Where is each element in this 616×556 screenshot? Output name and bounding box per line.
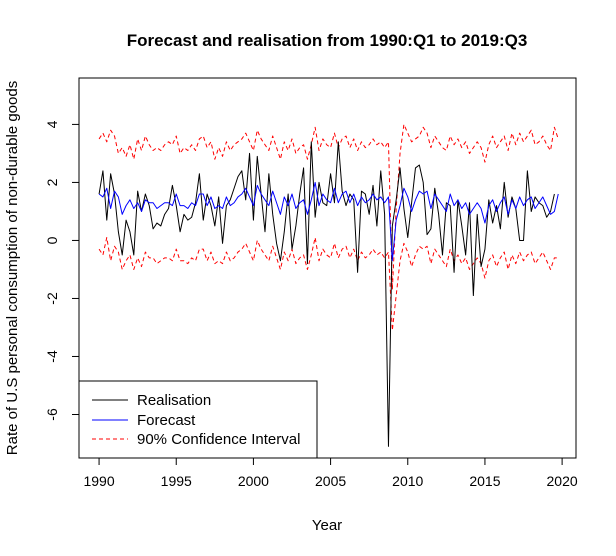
plot-area — [98, 123, 559, 447]
y-tick-label: -6 — [44, 408, 60, 421]
x-tick-label: 1995 — [161, 473, 192, 489]
y-tick-label: -2 — [44, 292, 60, 305]
x-tick-label: 2010 — [392, 473, 423, 489]
legend-label-realisation: Realisation — [137, 392, 211, 409]
forecast-line — [98, 181, 559, 262]
x-axis-label: Year — [312, 517, 342, 534]
x-tick-label: 2000 — [238, 473, 269, 489]
chart-title: Forecast and realisation from 1990:Q1 to… — [127, 31, 528, 50]
x-tick-label: 2005 — [315, 473, 346, 489]
legend-label-forecast: Forecast — [137, 412, 196, 429]
x-tick-label: 2020 — [547, 473, 578, 489]
y-tick-label: 0 — [44, 236, 60, 244]
confidence-upper-line — [98, 123, 559, 291]
y-axis-label: Rate of U.S personal consumption of non-… — [4, 81, 21, 455]
y-axis: 4 2 0 -2 -4 -6 — [44, 120, 80, 421]
x-axis: 1990 1995 2000 2005 2010 2015 2020 — [83, 457, 578, 489]
legend-label-confidence-interval: 90% Confidence Interval — [137, 431, 300, 448]
y-tick-label: -4 — [44, 350, 60, 363]
x-tick-label: 1990 — [83, 473, 114, 489]
y-tick-label: 4 — [44, 120, 60, 128]
x-tick-label: 2015 — [469, 473, 500, 489]
legend: Realisation Forecast 90% Confidence Inte… — [78, 380, 318, 459]
y-tick-label: 2 — [44, 178, 60, 186]
confidence-lower-line — [98, 237, 559, 331]
